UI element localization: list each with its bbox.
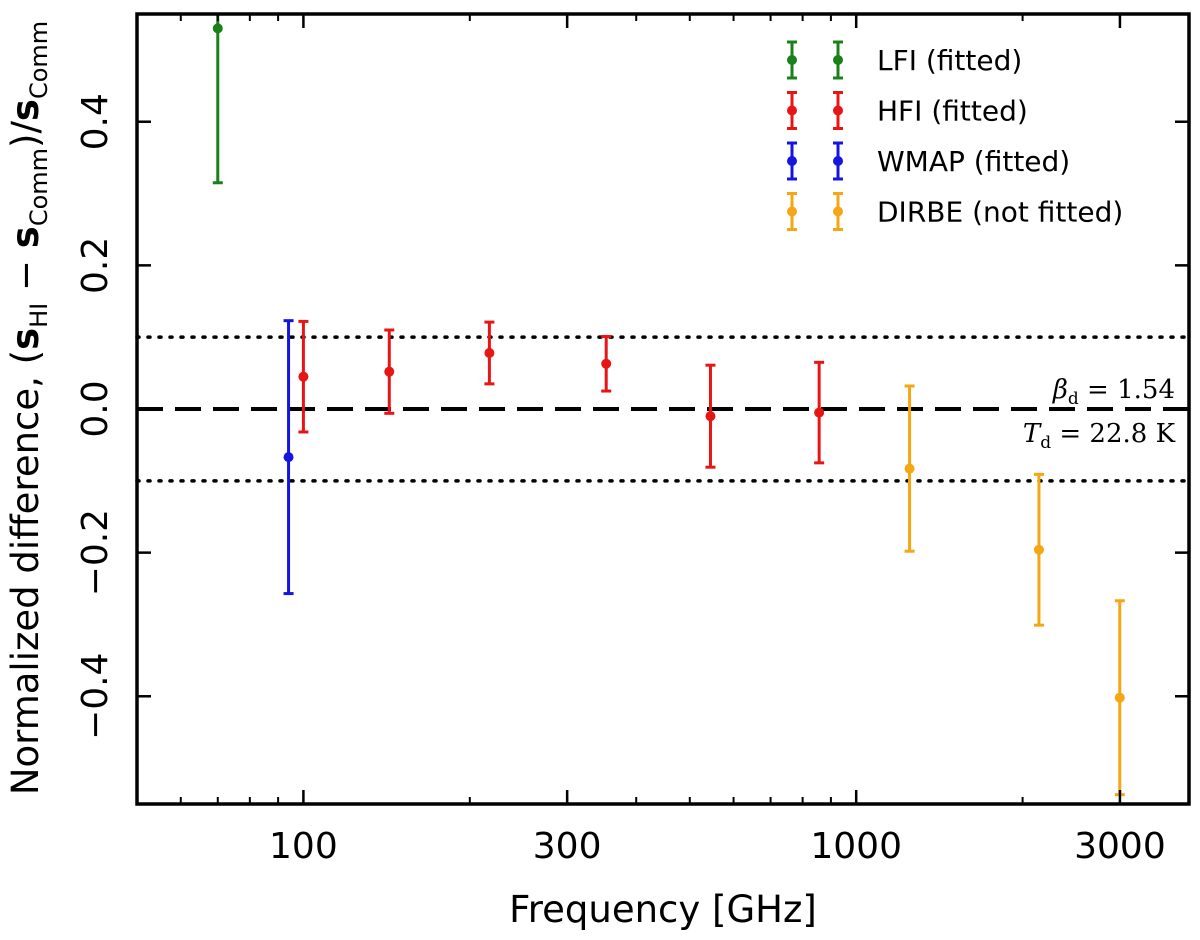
wmap-point-1-marker: [283, 452, 294, 463]
y-tick-label: −0.2: [75, 509, 116, 596]
y-tick-label: 0.2: [75, 237, 116, 294]
legend-entry-dirbe: DIRBE (not fitted): [787, 192, 1123, 231]
dirbe-point-3: [1114, 599, 1125, 797]
hfi-point-5: [705, 363, 716, 469]
hfi-point-6: [814, 360, 825, 465]
lfi-point-1: [212, 14, 223, 185]
x-tick-label: 100: [269, 826, 338, 867]
legend-marker-marker: [787, 156, 797, 166]
plot-area: [135, 14, 1191, 797]
legend-marker: [787, 192, 797, 231]
legend-marker-marker: [787, 105, 797, 116]
hfi-point-5-marker: [705, 411, 716, 422]
fit-parameter-label: βd = 1.54: [1052, 375, 1175, 409]
hfi-point-4: [601, 334, 612, 393]
legend-label: LFI (fitted): [877, 44, 1022, 77]
hfi-point-1-marker: [298, 371, 309, 382]
legend-marker: [833, 91, 843, 130]
hfi-point-6-marker: [814, 407, 825, 418]
legend-label: WMAP (fitted): [877, 145, 1070, 178]
hfi-point-3-marker: [484, 347, 495, 358]
legend-marker: [787, 141, 797, 181]
legend-marker: [833, 141, 843, 181]
y-tick-label: 0.0: [75, 380, 116, 437]
dirbe-point-2-marker: [1033, 544, 1044, 555]
hfi-point-2: [384, 328, 395, 415]
x-tick-label: 300: [533, 826, 602, 867]
y-axis-title: Normalized difference, (sHI − sComm)/sCo…: [4, 21, 53, 795]
x-tick-label: 1000: [810, 826, 902, 867]
fit-parameter-label: Td = 22.8 K: [1023, 419, 1176, 453]
legend-marker-marker: [833, 156, 843, 166]
wmap-point-1: [283, 319, 294, 596]
lfi-point-1-marker: [212, 23, 223, 34]
legend-marker: [833, 40, 843, 80]
dirbe-point-1-marker: [904, 463, 915, 474]
dirbe-point-3-marker: [1114, 692, 1125, 703]
legend-marker-marker: [787, 55, 797, 65]
legend-marker-marker: [833, 55, 843, 65]
legend-marker-marker: [833, 206, 843, 217]
x-tick-label: 3000: [1074, 826, 1166, 867]
legend-marker: [787, 40, 797, 80]
legend: LFI (fitted) HFI (fitted) WMAP (fitted) DIR…: [787, 40, 1123, 231]
x-axis-title: Frequency [GHz]: [509, 888, 817, 931]
dirbe-point-1: [904, 384, 915, 553]
hfi-point-1: [298, 319, 309, 434]
hfi-point-4-marker: [601, 358, 612, 369]
legend-marker-marker: [833, 105, 843, 116]
axis-ticks: 100 300 1000 3000 0.4 0.2 0.0 −0.2 −0.4: [75, 14, 1189, 867]
legend-entry-hfi: HFI (fitted): [787, 91, 1028, 130]
legend-entry-lfi: LFI (fitted): [787, 40, 1022, 80]
legend-entry-wmap: WMAP (fitted): [787, 141, 1070, 181]
fit-annotation: βd = 1.54 Td = 22.8 K: [1023, 375, 1176, 453]
legend-label: HFI (fitted): [877, 95, 1028, 128]
y-tick-label: 0.4: [75, 93, 116, 150]
hfi-point-2-marker: [384, 366, 395, 377]
hfi-point-3: [484, 320, 495, 386]
legend-label: DIRBE (not fitted): [877, 196, 1123, 229]
legend-marker: [787, 91, 797, 130]
legend-marker: [833, 192, 843, 231]
legend-marker-marker: [787, 206, 797, 217]
dirbe-point-2: [1033, 472, 1044, 627]
y-tick-label: −0.4: [75, 653, 116, 740]
